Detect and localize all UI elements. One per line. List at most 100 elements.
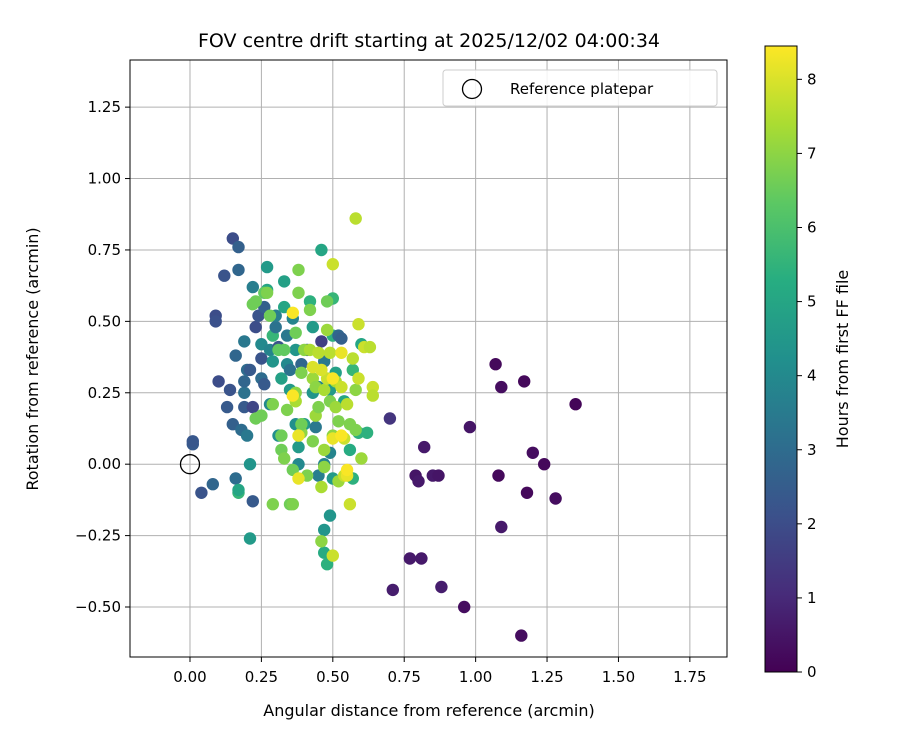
- data-point: [515, 629, 528, 642]
- data-point: [258, 378, 271, 391]
- data-point: [569, 398, 582, 411]
- data-point: [278, 452, 291, 465]
- data-point: [229, 472, 242, 485]
- data-point: [289, 326, 302, 339]
- data-point: [418, 440, 431, 454]
- data-point: [243, 363, 257, 377]
- y-tick-label: 1.25: [88, 98, 121, 116]
- x-tick-label: 1.25: [530, 668, 563, 686]
- colorbar-tick-label: 0: [807, 663, 817, 681]
- data-point: [232, 263, 245, 277]
- data-point: [366, 389, 379, 402]
- data-point: [323, 509, 337, 522]
- data-point: [346, 352, 359, 365]
- data-point: [306, 320, 319, 334]
- y-axis-label: Rotation from reference (arcmin): [23, 227, 42, 490]
- y-tick-label: 0.75: [88, 241, 121, 259]
- colorbar-tick-label: 1: [807, 589, 817, 607]
- data-point: [286, 498, 299, 511]
- data-point: [335, 429, 348, 442]
- data-point: [243, 532, 257, 545]
- data-point: [260, 260, 274, 274]
- data-point: [238, 335, 251, 348]
- x-tick-label: 1.50: [602, 668, 635, 686]
- data-point: [349, 212, 362, 225]
- data-point: [292, 472, 305, 485]
- data-point: [249, 295, 262, 308]
- plot-frame: [129, 59, 728, 658]
- data-point: [229, 349, 242, 362]
- data-point: [278, 343, 291, 357]
- data-point: [289, 343, 302, 357]
- legend: Reference platepar: [442, 69, 718, 107]
- data-point: [255, 409, 268, 422]
- data-point: [292, 286, 305, 299]
- data-point: [206, 478, 219, 491]
- data-point: [320, 323, 334, 337]
- data-point: [212, 375, 225, 388]
- data-point: [209, 315, 222, 328]
- data-point: [343, 498, 357, 511]
- x-tick-label: 1.75: [673, 668, 706, 686]
- legend-entry-reference: Reference platepar: [510, 80, 654, 98]
- data-point: [232, 240, 245, 254]
- x-tick-label: 0.25: [245, 668, 278, 686]
- data-point: [538, 458, 551, 471]
- data-point: [292, 263, 305, 277]
- x-axis-label: Angular distance from reference (arcmin): [263, 701, 594, 720]
- data-point: [286, 306, 299, 319]
- data-point: [238, 375, 251, 388]
- data-point: [352, 318, 365, 331]
- data-point: [312, 400, 325, 414]
- data-point: [349, 423, 362, 437]
- data-point: [275, 429, 288, 442]
- data-point: [335, 380, 348, 394]
- y-axis-ticks: −0.50 −0.25 0.00 0.25 0.50 0.75 1.00 1.25: [75, 98, 130, 616]
- data-point: [326, 258, 339, 271]
- data-point: [292, 429, 305, 442]
- y-tick-label: 0.25: [88, 384, 121, 402]
- x-axis-ticks: 0.00 0.25 0.50 0.75 1.00 1.25 1.50 1.75: [173, 657, 707, 686]
- plot-area: [130, 60, 727, 657]
- data-point: [240, 429, 254, 442]
- data-point: [318, 460, 331, 474]
- data-point: [549, 492, 562, 505]
- data-point: [315, 243, 328, 257]
- colorbar-tick-label: 4: [807, 367, 817, 385]
- data-point: [412, 475, 425, 488]
- data-point: [278, 275, 291, 288]
- data-point: [355, 452, 368, 465]
- data-point: [266, 498, 279, 511]
- data-point: [315, 480, 328, 494]
- data-point: [343, 443, 357, 457]
- data-point: [266, 398, 279, 411]
- data-point: [383, 412, 397, 425]
- data-point: [326, 549, 339, 562]
- data-point: [518, 375, 531, 388]
- data-point: [283, 363, 297, 377]
- data-point: [303, 295, 317, 308]
- y-tick-label: 0.00: [88, 455, 121, 473]
- data-point: [320, 295, 334, 308]
- colorbar-tick-label: 7: [807, 144, 817, 162]
- data-point: [269, 320, 282, 334]
- data-point: [309, 420, 322, 434]
- data-point: [318, 443, 331, 457]
- legend-box: [442, 69, 718, 107]
- data-point: [352, 372, 365, 385]
- colorbar-tick-label: 8: [807, 70, 817, 88]
- data-point: [435, 580, 448, 594]
- data-point: [223, 383, 237, 397]
- data-point: [349, 383, 362, 397]
- data-point: [243, 458, 257, 471]
- data-point: [318, 523, 331, 537]
- y-tick-label: −0.50: [75, 598, 121, 616]
- data-point: [326, 372, 339, 385]
- data-point: [266, 355, 279, 368]
- data-point: [458, 600, 471, 614]
- colorbar-tick-label: 6: [807, 219, 817, 237]
- data-point: [323, 346, 337, 359]
- data-point: [220, 400, 234, 414]
- y-tick-label: 1.00: [88, 170, 121, 188]
